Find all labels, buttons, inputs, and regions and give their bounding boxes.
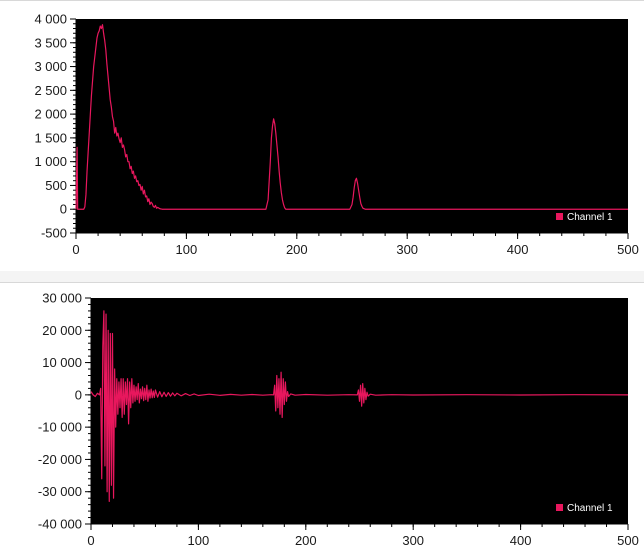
chart1-y-tick-label: -30 000	[38, 484, 82, 499]
chart0-y-tick-label: 3 500	[34, 35, 67, 50]
chart1-plot-area	[91, 298, 628, 524]
chart1-x-tick-label: 100	[188, 533, 210, 548]
chart1-y-tick-label: -10 000	[38, 420, 82, 435]
chart0-y-tick-label: 2 000	[34, 107, 67, 122]
bottom-chart-panel: -40 000 -30 000 -20 000 -10 000 0 10 000 20 00…	[0, 282, 644, 550]
chart1-y-tick-label: 0	[75, 387, 82, 402]
chart0-y-tick-label: -500	[41, 226, 67, 241]
chart1-legend-label: Channel 1	[567, 503, 613, 514]
chart0-y-tick-label: 4 000	[34, 12, 67, 27]
chart1-x-tick-label: 200	[295, 533, 317, 548]
chart0-series-line-0	[75, 24, 628, 210]
chart0-legend-swatch	[556, 213, 563, 220]
chart0-y-tick-label: 1 500	[34, 130, 67, 145]
chart0-plot-area	[76, 19, 628, 233]
chart0-y-tick-label: 0	[60, 202, 67, 217]
bottom-chart: -40 000 -30 000 -20 000 -10 000 0 10 000 20 00…	[38, 291, 639, 549]
top-chart-panel: -500 0 500 1 000 1 500 2 000 2 500 3 000 3 500 4 …	[0, 0, 644, 271]
chart1-series-line-0	[90, 310, 629, 502]
chart0-legend-label: Channel 1	[567, 212, 613, 223]
chart1-y-tick-label: 10 000	[42, 355, 82, 370]
chart1-y-tick-label: -40 000	[38, 517, 82, 532]
chart1-y-tick-label: -20 000	[38, 452, 82, 467]
chart1-x-tick-label: 0	[87, 533, 94, 548]
chart0-x-tick-label: 500	[617, 242, 639, 257]
chart1-x-tick-label: 500	[617, 533, 639, 548]
chart1-x-tick-label: 300	[402, 533, 424, 548]
chart0-x-tick-label: 200	[286, 242, 308, 257]
chart0-x-tick-label: 100	[176, 242, 198, 257]
chart0-x-tick-label: 0	[72, 242, 79, 257]
chart1-y-tick-label: 30 000	[42, 291, 82, 306]
chart0-y-tick-label: 3 000	[34, 59, 67, 74]
chart1-y-tick-label: 20 000	[42, 323, 82, 338]
chart1-x-tick-label: 400	[510, 533, 532, 548]
chart1-legend-swatch	[556, 504, 563, 511]
chart0-y-tick-label: 500	[45, 178, 67, 193]
chart0-x-tick-label: 300	[396, 242, 418, 257]
top-chart: -500 0 500 1 000 1 500 2 000 2 500 3 000 3 500 4 …	[34, 12, 639, 258]
chart0-y-tick-label: 2 500	[34, 83, 67, 98]
chart0-x-tick-label: 400	[507, 242, 529, 257]
chart0-y-tick-label: 1 000	[34, 154, 67, 169]
